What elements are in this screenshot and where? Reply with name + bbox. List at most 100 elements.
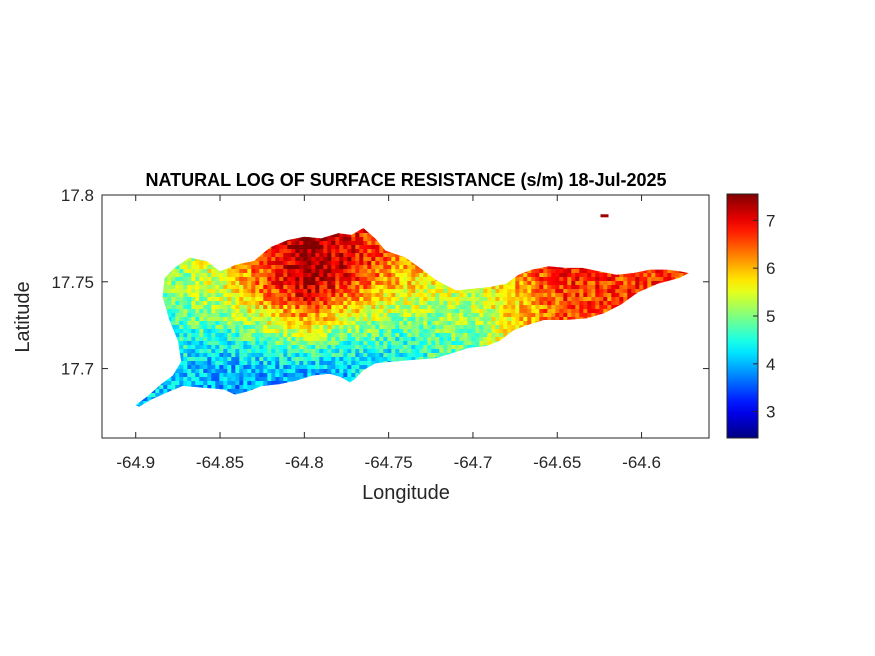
heatmap-cell: [403, 357, 408, 362]
heatmap-cell: [547, 273, 552, 278]
heatmap-cell: [675, 273, 680, 278]
heatmap-cell: [351, 353, 356, 358]
heatmap-cell: [331, 357, 336, 362]
heatmap-cell: [195, 353, 200, 358]
heatmap-cell: [287, 349, 292, 354]
heatmap-cell: [371, 269, 376, 274]
heatmap-cell: [487, 325, 492, 330]
heatmap-cell: [551, 297, 556, 302]
heatmap-cell: [287, 337, 292, 342]
heatmap-cell: [391, 257, 396, 262]
heatmap-cell: [339, 345, 344, 350]
heatmap-cell: [423, 293, 428, 298]
heatmap-cell: [383, 337, 388, 342]
heatmap-cell: [251, 353, 256, 358]
heatmap-cell: [447, 325, 452, 330]
heatmap-cell: [319, 241, 324, 246]
heatmap-cell: [571, 309, 576, 314]
heatmap-cell: [527, 297, 532, 302]
heatmap-cell: [367, 353, 372, 358]
heatmap-cell: [523, 293, 528, 298]
heatmap-cell: [347, 329, 352, 334]
heatmap-cell: [215, 349, 220, 354]
heatmap-cell: [363, 333, 368, 338]
heatmap-cell: [411, 265, 416, 270]
heatmap-cell: [315, 261, 320, 266]
heatmap-cell: [439, 297, 444, 302]
heatmap-cell: [347, 281, 352, 286]
heatmap-cell: [551, 309, 556, 314]
heatmap-cell: [227, 357, 232, 362]
heatmap-cell: [643, 277, 648, 282]
heatmap-cell: [359, 297, 364, 302]
heatmap-cell: [295, 257, 300, 262]
heatmap-cell: [223, 333, 228, 338]
heatmap-cell: [359, 229, 364, 234]
heatmap-cell: [431, 353, 436, 358]
heatmap-cell: [435, 329, 440, 334]
heatmap-cell: [215, 321, 220, 326]
heatmap-cell: [475, 313, 480, 318]
heatmap-cell: [175, 297, 180, 302]
heatmap-cell: [319, 313, 324, 318]
heatmap-cell: [487, 333, 492, 338]
heatmap-cell: [355, 233, 360, 238]
heatmap-cell: [539, 301, 544, 306]
heatmap-cell: [627, 285, 632, 290]
heatmap-cell: [335, 237, 340, 242]
heatmap-cell: [599, 297, 604, 302]
heatmap-cell: [479, 341, 484, 346]
heatmap-cell: [499, 317, 504, 322]
heatmap-cell: [391, 289, 396, 294]
heatmap-cell: [371, 337, 376, 342]
heatmap-cell: [239, 321, 244, 326]
heatmap-cell: [379, 285, 384, 290]
heatmap-cell: [627, 281, 632, 286]
heatmap-cell: [339, 285, 344, 290]
heatmap-cell: [339, 309, 344, 314]
heatmap-cell: [435, 321, 440, 326]
heatmap-cell: [627, 293, 632, 298]
heatmap-cell: [255, 257, 260, 262]
heatmap-cell: [439, 285, 444, 290]
heatmap-cell: [355, 357, 360, 362]
heatmap-cell: [443, 301, 448, 306]
heatmap-cell: [331, 261, 336, 266]
heatmap-cell: [311, 333, 316, 338]
heatmap-cell: [275, 273, 280, 278]
heatmap-cell: [203, 321, 208, 326]
heatmap-cell: [243, 261, 248, 266]
heatmap-cell: [251, 261, 256, 266]
heatmap-cell: [355, 249, 360, 254]
heatmap-cell: [415, 293, 420, 298]
heatmap-cell: [263, 349, 268, 354]
heatmap-cell: [455, 297, 460, 302]
heatmap-cell: [307, 341, 312, 346]
heatmap-cell: [419, 329, 424, 334]
heatmap-cell: [471, 325, 476, 330]
heatmap-cell: [203, 289, 208, 294]
heatmap-cell: [219, 273, 224, 278]
heatmap-cell: [515, 321, 520, 326]
heatmap-cell: [431, 285, 436, 290]
heatmap-cell: [467, 333, 472, 338]
heatmap-cell: [271, 329, 276, 334]
heatmap-cell: [419, 289, 424, 294]
heatmap-cell: [659, 273, 664, 278]
heatmap-cell: [271, 313, 276, 318]
heatmap-cell: [507, 301, 512, 306]
heatmap-cell: [379, 309, 384, 314]
heatmap-cell: [199, 333, 204, 338]
heatmap-cell: [219, 301, 224, 306]
heatmap-cell: [523, 277, 528, 282]
heatmap-cell: [399, 277, 404, 282]
heatmap-cell: [351, 329, 356, 334]
heatmap-cell: [239, 273, 244, 278]
heatmap-cell: [219, 305, 224, 310]
heatmap-cell: [219, 309, 224, 314]
heatmap-cell: [419, 285, 424, 290]
heatmap-cell: [271, 261, 276, 266]
heatmap-cell: [219, 293, 224, 298]
heatmap-cell: [439, 309, 444, 314]
heatmap-cell: [555, 269, 560, 274]
